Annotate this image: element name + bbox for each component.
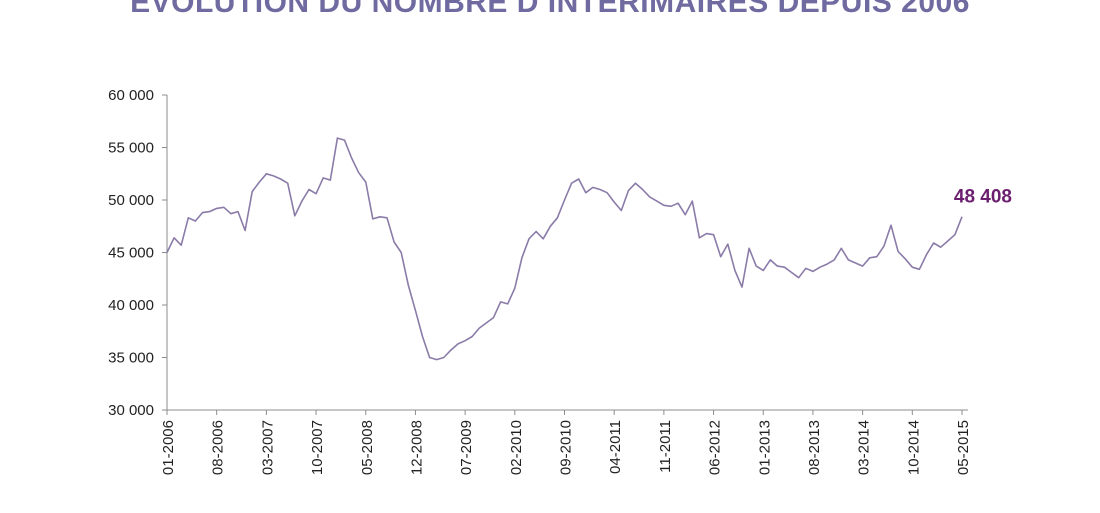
last-value-label: 48 408: [954, 187, 1012, 208]
y-tick-label: 40 000: [108, 297, 154, 314]
x-tick-label: 05-2015: [955, 420, 972, 475]
x-axis-ticks: 01-2006 08-2006 03-2007 10-2007 05-2008 12-20…: [160, 410, 972, 475]
x-tick-label: 10-2007: [309, 420, 326, 475]
series-group: 48 408: [166, 137, 1012, 361]
y-tick-label: 60 000: [108, 87, 154, 104]
x-tick-label: 01-2013: [756, 420, 773, 475]
series-line: [166, 137, 963, 361]
chart-axes: [166, 95, 968, 411]
x-tick-label: 01-2006: [160, 420, 177, 475]
x-tick-label: 06-2012: [707, 420, 724, 475]
y-tick-label: 30 000: [108, 402, 154, 419]
x-tick-label: 08-2013: [806, 420, 823, 475]
y-axis-ticks: 30 000 35 000 40 000 45 000 50 000 55 000 60 0…: [108, 87, 167, 419]
chart-title: ÉVOLUTION DU NOMBRE D’INTÉRIMAIRES DEPUI…: [130, 0, 970, 19]
x-tick-label: 05-2008: [359, 420, 376, 475]
x-tick-label: 04-2011: [607, 420, 624, 474]
x-tick-label: 07-2009: [458, 420, 475, 475]
x-tick-label: 08-2006: [210, 420, 227, 475]
x-tick-label: 11-2011: [657, 420, 674, 473]
y-tick-label: 50 000: [108, 192, 154, 209]
x-tick-label: 09-2010: [558, 420, 575, 475]
x-tick-label: 03-2007: [259, 420, 276, 475]
y-tick-label: 55 000: [108, 140, 154, 157]
x-tick-label: 02-2010: [508, 420, 525, 475]
x-tick-label: 10-2014: [905, 420, 922, 475]
y-tick-label: 35 000: [108, 350, 154, 367]
y-tick-label: 45 000: [108, 245, 154, 262]
x-tick-label: 03-2014: [856, 420, 873, 475]
x-tick-label: 12-2008: [408, 420, 425, 475]
